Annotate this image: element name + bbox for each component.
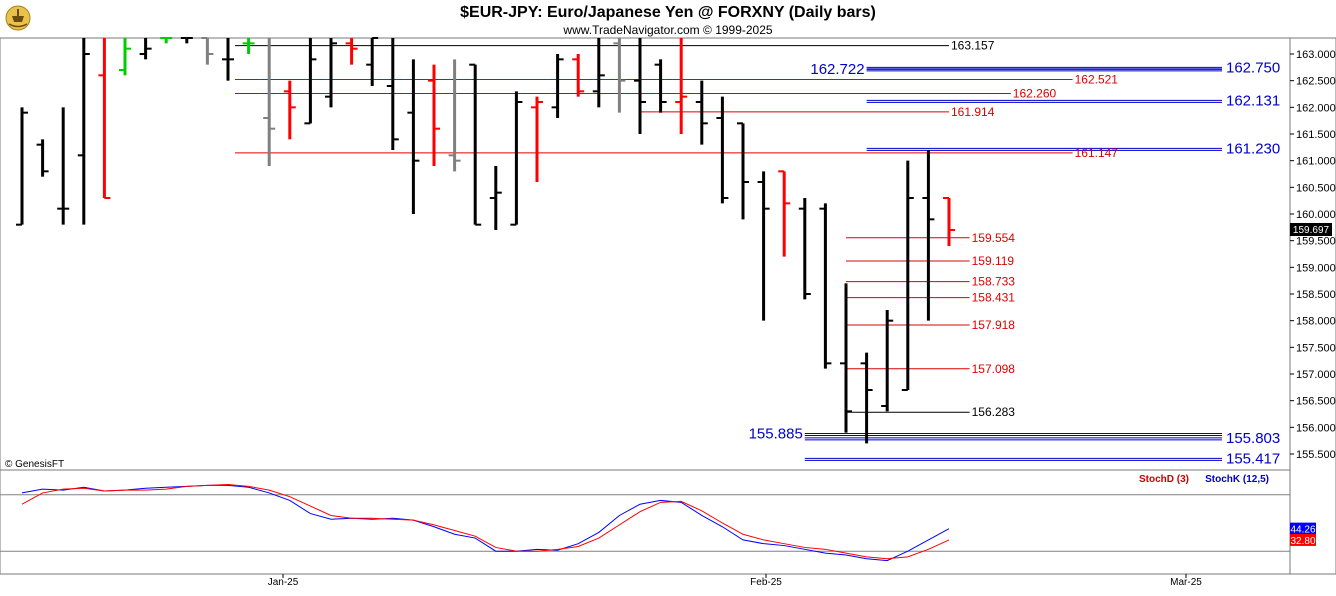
price-tick-label: 158.000 bbox=[1296, 316, 1336, 328]
legend-stoch-d: StochD (3) bbox=[1139, 474, 1189, 485]
date-tick-label: Feb-25 bbox=[750, 577, 782, 588]
level-label: 161.147 bbox=[1075, 146, 1119, 160]
price-tick-label: 156.500 bbox=[1296, 396, 1336, 408]
stoch-d-value: 32.80 bbox=[1290, 536, 1315, 547]
header: $EUR-JPY: Euro/Japanese Yen @ FORXNY (Da… bbox=[460, 4, 876, 37]
copyright-label: © GenesisFT bbox=[5, 459, 64, 470]
stochastic-legend: StochD (3) StochK (12,5) bbox=[1139, 474, 1269, 485]
level-label: 161.914 bbox=[951, 105, 995, 119]
level-label: 163.157 bbox=[951, 39, 995, 53]
price-tick-label: 157.000 bbox=[1296, 369, 1336, 381]
level-label: 155.417 bbox=[1226, 450, 1280, 467]
price-tick-label: 162.500 bbox=[1296, 76, 1336, 88]
price-tick-label: 157.500 bbox=[1296, 342, 1336, 354]
price-tick-label: 155.500 bbox=[1296, 449, 1336, 461]
price-tick-label: 156.000 bbox=[1296, 422, 1336, 434]
legend-stoch-k: StochK (12,5) bbox=[1205, 474, 1269, 485]
price-tick-label: 162.000 bbox=[1296, 102, 1336, 114]
level-label: 159.119 bbox=[972, 254, 1015, 268]
level-label: 162.521 bbox=[1075, 73, 1119, 87]
price-tick-label: 159.500 bbox=[1296, 236, 1336, 248]
stoch-k-line bbox=[21, 484, 950, 562]
level-label: 157.918 bbox=[972, 318, 1016, 332]
levels-layer: 163.157 162.750 162.722 162.521 162.260 162.1… bbox=[235, 39, 1280, 467]
level-label: 162.750 bbox=[1226, 59, 1280, 76]
price-axis: 163.000 162.500 162.000 161.500 161.000 160.5… bbox=[1290, 49, 1336, 461]
ship-anchor-logo-icon bbox=[5, 5, 31, 31]
price-tick-label: 160.000 bbox=[1296, 209, 1336, 221]
level-label: 162.722 bbox=[810, 61, 864, 78]
level-label: 155.885 bbox=[749, 425, 803, 442]
price-tick-label: 161.000 bbox=[1296, 156, 1336, 168]
stoch-k-value-tag bbox=[1290, 522, 1316, 535]
price-tick-label: 158.500 bbox=[1296, 289, 1336, 301]
level-label: 162.131 bbox=[1226, 92, 1280, 109]
chart-title: $EUR-JPY: Euro/Japanese Yen @ FORXNY (Da… bbox=[460, 4, 876, 21]
level-label: 156.283 bbox=[972, 405, 1016, 419]
price-panel bbox=[0, 37, 1291, 471]
chart-subtitle: www.TradeNavigator.com © 1999-2025 bbox=[562, 23, 772, 37]
level-label: 161.230 bbox=[1226, 140, 1280, 157]
level-label: 158.431 bbox=[972, 291, 1016, 305]
price-tick-label: 161.500 bbox=[1296, 129, 1336, 141]
bars-layer bbox=[16, 37, 955, 444]
current-price-marker: 159.697 bbox=[1290, 223, 1332, 236]
stoch-d-value-tag bbox=[1290, 533, 1316, 546]
price-tick-label: 159.000 bbox=[1296, 262, 1336, 274]
price-tick-label: 163.000 bbox=[1296, 49, 1336, 61]
level-label: 158.733 bbox=[972, 275, 1016, 289]
level-label: 155.803 bbox=[1226, 430, 1280, 447]
stoch-k-value: 44.26 bbox=[1290, 525, 1315, 536]
date-tick-label: Jan-25 bbox=[268, 577, 299, 588]
price-tick-label: 160.500 bbox=[1296, 182, 1336, 194]
current-price-label: 159.697 bbox=[1293, 225, 1330, 236]
level-label: 159.554 bbox=[972, 231, 1016, 245]
date-axis: Jan-25 Feb-25 Mar-25 bbox=[268, 574, 1202, 588]
level-label: 157.098 bbox=[972, 362, 1016, 376]
price-axis-panel bbox=[1289, 37, 1336, 575]
stoch-d-line bbox=[21, 483, 950, 560]
level-label: 162.260 bbox=[1013, 86, 1057, 100]
date-tick-label: Mar-25 bbox=[1170, 577, 1202, 588]
